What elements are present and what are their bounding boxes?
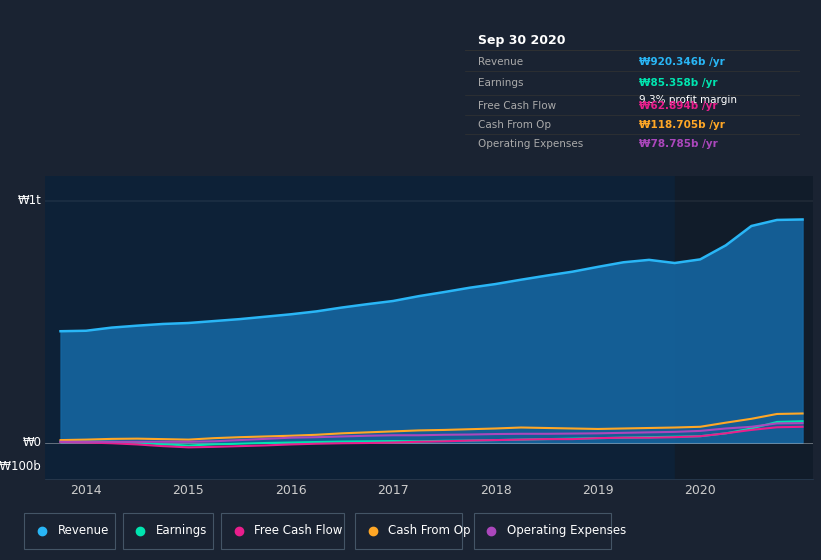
Text: Earnings: Earnings	[478, 78, 524, 88]
Text: ₩0: ₩0	[22, 436, 41, 449]
Text: Revenue: Revenue	[57, 524, 108, 537]
Text: Earnings: Earnings	[156, 524, 207, 537]
Text: ₩1t: ₩1t	[17, 194, 41, 207]
Text: ₩78.785b /yr: ₩78.785b /yr	[639, 139, 718, 150]
Text: 9.3% profit margin: 9.3% profit margin	[639, 95, 737, 105]
Text: ₩85.358b /yr: ₩85.358b /yr	[639, 78, 718, 88]
Text: -₩100b: -₩100b	[0, 460, 41, 473]
Text: Operating Expenses: Operating Expenses	[478, 139, 584, 150]
Text: ₩920.346b /yr: ₩920.346b /yr	[639, 57, 725, 67]
Text: Cash From Op: Cash From Op	[388, 524, 471, 537]
Text: Cash From Op: Cash From Op	[478, 120, 551, 130]
Bar	[675, 176, 821, 479]
Text: Sep 30 2020: Sep 30 2020	[478, 34, 566, 48]
Text: Revenue: Revenue	[478, 57, 523, 67]
Text: ₩62.894b /yr: ₩62.894b /yr	[639, 101, 718, 111]
Text: Operating Expenses: Operating Expenses	[507, 524, 626, 537]
Text: Free Cash Flow: Free Cash Flow	[478, 101, 556, 111]
Text: Free Cash Flow: Free Cash Flow	[255, 524, 343, 537]
Text: ₩118.705b /yr: ₩118.705b /yr	[639, 120, 725, 130]
